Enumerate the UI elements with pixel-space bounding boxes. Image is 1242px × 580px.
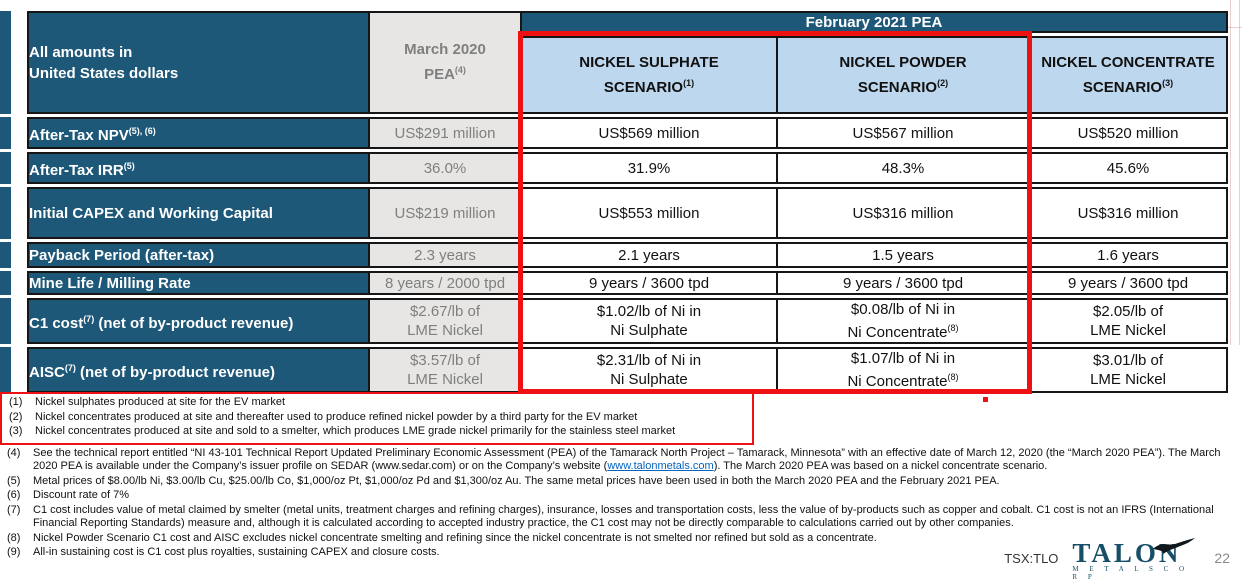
cell-minelife-sulphate: 9 years / 3600 tpd — [520, 271, 776, 295]
footnote-5: (5) Metal prices of $8.00/lb Ni, $3.00/lb… — [7, 474, 1000, 487]
row-label-after-tax-npv: After-Tax NPV(5), (6) — [27, 117, 368, 149]
row-label-aisc: AISC(7) (net of by-product revenue) — [27, 347, 368, 393]
talon-metals-logo: TALON M E T A L S C O R P — [1072, 538, 1200, 580]
cell-payback-powder: 1.5 years — [776, 242, 1028, 268]
cell-npv-sulphate: US$569 million — [520, 117, 776, 149]
cell-irr-march: 36.0% — [368, 152, 520, 184]
slide-footer: TSX:TLO TALON M E T A L S C O R P 22 — [1004, 538, 1230, 580]
cell-npv-concentrate: US$520 million — [1028, 117, 1229, 149]
cell-capex-concentrate: US$316 million — [1028, 187, 1229, 239]
stripe-segment — [0, 187, 11, 239]
footnote-6: (6) Discount rate of 7% — [7, 489, 129, 501]
stripe-segment — [0, 117, 11, 149]
cell-c1-powder: $0.08/lb of Ni in Ni Concentrate(8) — [776, 298, 1028, 344]
footnote-2: (2) Nickel concentrates produced at site … — [9, 410, 638, 423]
nickel-sulphate-scenario-header: NICKEL SULPHATE SCENARIO(1) — [520, 36, 776, 114]
footnote-7: (7) C1 cost includes value of metal claim… — [7, 503, 1214, 530]
row-label-mine-life: Mine Life / Milling Rate — [27, 271, 368, 295]
cell-npv-powder: US$567 million — [776, 117, 1028, 149]
cell-c1-concentrate: $2.05/lb of LME Nickel — [1028, 298, 1229, 344]
row-label-initial-capex: Initial CAPEX and Working Capital — [27, 187, 368, 239]
cell-aisc-march: $3.57/lb of LME Nickel — [368, 347, 520, 393]
footnotes-1-3-red-box: (1) Nickel sulphates produced at site for… — [0, 392, 754, 445]
stripe-segment — [0, 152, 11, 184]
cell-c1-march: $2.67/lb of LME Nickel — [368, 298, 520, 344]
footnote-9: (9) All-in sustaining cost is C1 cost plu… — [7, 546, 440, 558]
cell-irr-sulphate: 31.9% — [520, 152, 776, 184]
march-2020-pea-header: March 2020 PEA(4) — [368, 11, 520, 114]
stripe-segment — [0, 242, 11, 268]
logo-subtitle: M E T A L S C O R P — [1072, 565, 1189, 580]
pea-comparison-table: All amounts in United States dollars Marc… — [27, 8, 1229, 396]
nickel-powder-scenario-header: NICKEL POWDER SCENARIO(2) — [776, 36, 1028, 114]
row-label-after-tax-irr: After-Tax IRR(5) — [27, 152, 368, 184]
talonmetals-website-link[interactable]: www.talonmetals.com — [607, 460, 714, 472]
faint-gridline — [1228, 27, 1242, 28]
stripe-segment — [0, 347, 11, 393]
cell-minelife-powder: 9 years / 3600 tpd — [776, 271, 1028, 295]
cell-minelife-march: 8 years / 2000 tpd — [368, 271, 520, 295]
footnote-4: (4) See the technical report entitled “NI… — [7, 446, 1221, 473]
faint-gridline — [1230, 0, 1231, 345]
cell-capex-powder: US$316 million — [776, 187, 1028, 239]
stripe-segment — [0, 271, 11, 295]
red-box-corner-mark — [983, 397, 988, 402]
cell-irr-concentrate: 45.6% — [1028, 152, 1229, 184]
page-number: 22 — [1214, 550, 1230, 566]
cell-c1-sulphate: $1.02/lb of Ni in Ni Sulphate — [520, 298, 776, 344]
cell-payback-sulphate: 2.1 years — [520, 242, 776, 268]
footnote-8: (8) Nickel Powder Scenario C1 cost and AI… — [7, 531, 877, 544]
faint-gridline — [1239, 0, 1240, 345]
february-2021-pea-header: February 2021 PEA — [520, 11, 1229, 33]
cell-capex-march: US$219 million — [368, 187, 520, 239]
cell-aisc-powder: $1.07/lb of Ni in Ni Concentrate(8) — [776, 347, 1028, 393]
cell-npv-march: US$291 million — [368, 117, 520, 149]
stripe-segment — [0, 298, 11, 344]
cell-capex-sulphate: US$553 million — [520, 187, 776, 239]
footnote-1: (1) Nickel sulphates produced at site for… — [9, 396, 286, 408]
cell-aisc-concentrate: $3.01/lb of LME Nickel — [1028, 347, 1229, 393]
nickel-concentrate-scenario-header: NICKEL CONCENTRATE SCENARIO(3) — [1028, 36, 1229, 114]
logo-wordmark: TALON — [1072, 538, 1182, 568]
footnote-3: (3) Nickel concentrates produced at site … — [9, 425, 676, 437]
stripe-segment — [0, 11, 11, 114]
row-label-payback-period: Payback Period (after-tax) — [27, 242, 368, 268]
cell-aisc-sulphate: $2.31/lb of Ni in Ni Sulphate — [520, 347, 776, 393]
footnotes-section: (1) Nickel sulphates produced at site for… — [0, 392, 1240, 561]
cell-irr-powder: 48.3% — [776, 152, 1028, 184]
falcon-icon — [1153, 538, 1196, 554]
row-label-c1-cost: C1 cost(7) (net of by-product revenue) — [27, 298, 368, 344]
ticker-label: TSX:TLO — [1004, 550, 1059, 566]
cell-payback-concentrate: 1.6 years — [1028, 242, 1229, 268]
table-corner-label: All amounts in United States dollars — [27, 11, 368, 114]
left-edge-stripe — [0, 11, 11, 396]
cell-payback-march: 2.3 years — [368, 242, 520, 268]
cell-minelife-concentrate: 9 years / 3600 tpd — [1028, 271, 1229, 295]
